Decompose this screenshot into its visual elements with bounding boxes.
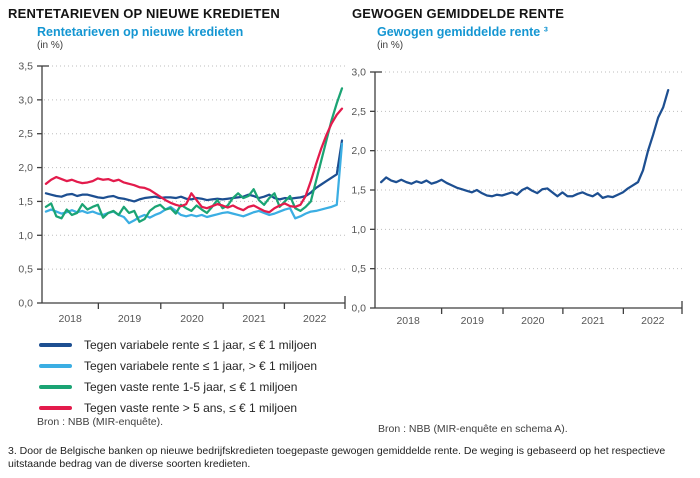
axis-tick-label: 1,5 <box>18 196 33 208</box>
axis-tick-label: 0,0 <box>18 298 33 310</box>
series-line <box>380 88 670 199</box>
axis-tick-label: 2,0 <box>352 145 366 157</box>
axis-tick-label: 2022 <box>303 313 327 325</box>
axis-tick-label: 3,5 <box>18 61 33 73</box>
left-chart-title: Rentetarieven op nieuwe kredieten <box>37 25 244 39</box>
legend-label: Tegen variabele rente ≤ 1 jaar, > € 1 mi… <box>84 358 318 373</box>
axis-tick-label: 0,0 <box>352 303 366 315</box>
left-chart-canvas: 0,0 0,5 1,0 1,5 2,0 2,5 3,0 3,5 2018 2019 2020 2021… <box>18 61 346 325</box>
legend-swatch <box>39 363 72 368</box>
left-chart-unit: (in %) <box>37 40 64 51</box>
axis-tick-label: 2019 <box>461 315 485 327</box>
legend-label: Tegen variabele rente ≤ 1 jaar, ≤ € 1 mi… <box>84 337 317 352</box>
legend-label: Tegen vaste rente > 5 ans, ≤ € 1 miljoen <box>84 400 298 415</box>
axis-tick-label: 3,0 <box>352 67 366 79</box>
right-chart-source: Bron : NBB (MIR-enquête en schema A). <box>378 423 568 435</box>
left-chart-source: Bron : NBB (MIR-enquête). <box>37 416 164 428</box>
axis-tick-label: 2018 <box>58 313 82 325</box>
series-line <box>44 87 344 223</box>
legend-swatch <box>39 405 72 410</box>
axis-tick-label: 2020 <box>180 313 204 325</box>
legend-item: Tegen vaste rente > 5 ans, ≤ € 1 miljoen <box>39 397 317 418</box>
legend-item: Tegen variabele rente ≤ 1 jaar, > € 1 mi… <box>39 355 317 376</box>
axis-tick-label: 1,0 <box>352 224 366 236</box>
axis-tick-label: 2021 <box>581 315 605 327</box>
axis-tick-label: 2018 <box>396 315 420 327</box>
axis-tick-label: 1,0 <box>18 230 33 242</box>
series-line <box>44 139 344 203</box>
left-section-title: RENTETARIEVEN OP NIEUWE KREDIETEN <box>8 6 280 21</box>
axis-tick-label: 2,5 <box>352 106 366 118</box>
axis-tick-label: 1,5 <box>352 185 366 197</box>
legend-item: Tegen vaste rente 1-5 jaar, ≤ € 1 miljoe… <box>39 376 317 397</box>
axis-tick-label: 2020 <box>521 315 545 327</box>
legend-item: Tegen variabele rente ≤ 1 jaar, ≤ € 1 mi… <box>39 334 317 355</box>
axis-tick-label: 0,5 <box>352 263 366 275</box>
left-chart-legend: Tegen variabele rente ≤ 1 jaar, ≤ € 1 mi… <box>39 334 317 418</box>
series-line <box>44 107 344 214</box>
axis-tick-label: 2,5 <box>18 128 33 140</box>
right-chart-unit: (in %) <box>377 40 404 51</box>
legend-swatch <box>39 342 72 347</box>
right-chart-title: Gewogen gemiddelde rente ³ <box>377 25 548 39</box>
axis-tick-label: 3,0 <box>18 94 33 106</box>
axis-tick-label: 0,5 <box>18 264 33 276</box>
series-line <box>44 142 344 225</box>
legend-swatch <box>39 384 72 389</box>
legend-label: Tegen vaste rente 1-5 jaar, ≤ € 1 miljoe… <box>84 379 298 394</box>
axis-tick-label: 2021 <box>242 313 266 325</box>
footnote: 3. Door de Belgische banken op nieuwe be… <box>8 445 666 470</box>
axis-tick-label: 2019 <box>118 313 142 325</box>
axis-tick-label: 2022 <box>641 315 665 327</box>
right-section-title: GEWOGEN GEMIDDELDE RENTE <box>352 6 565 21</box>
right-chart-canvas: 0,0 0,5 1,0 1,5 2,0 2,5 3,0 2018 2019 2020 2021 202… <box>352 67 683 327</box>
axis-tick-label: 2,0 <box>18 162 33 174</box>
